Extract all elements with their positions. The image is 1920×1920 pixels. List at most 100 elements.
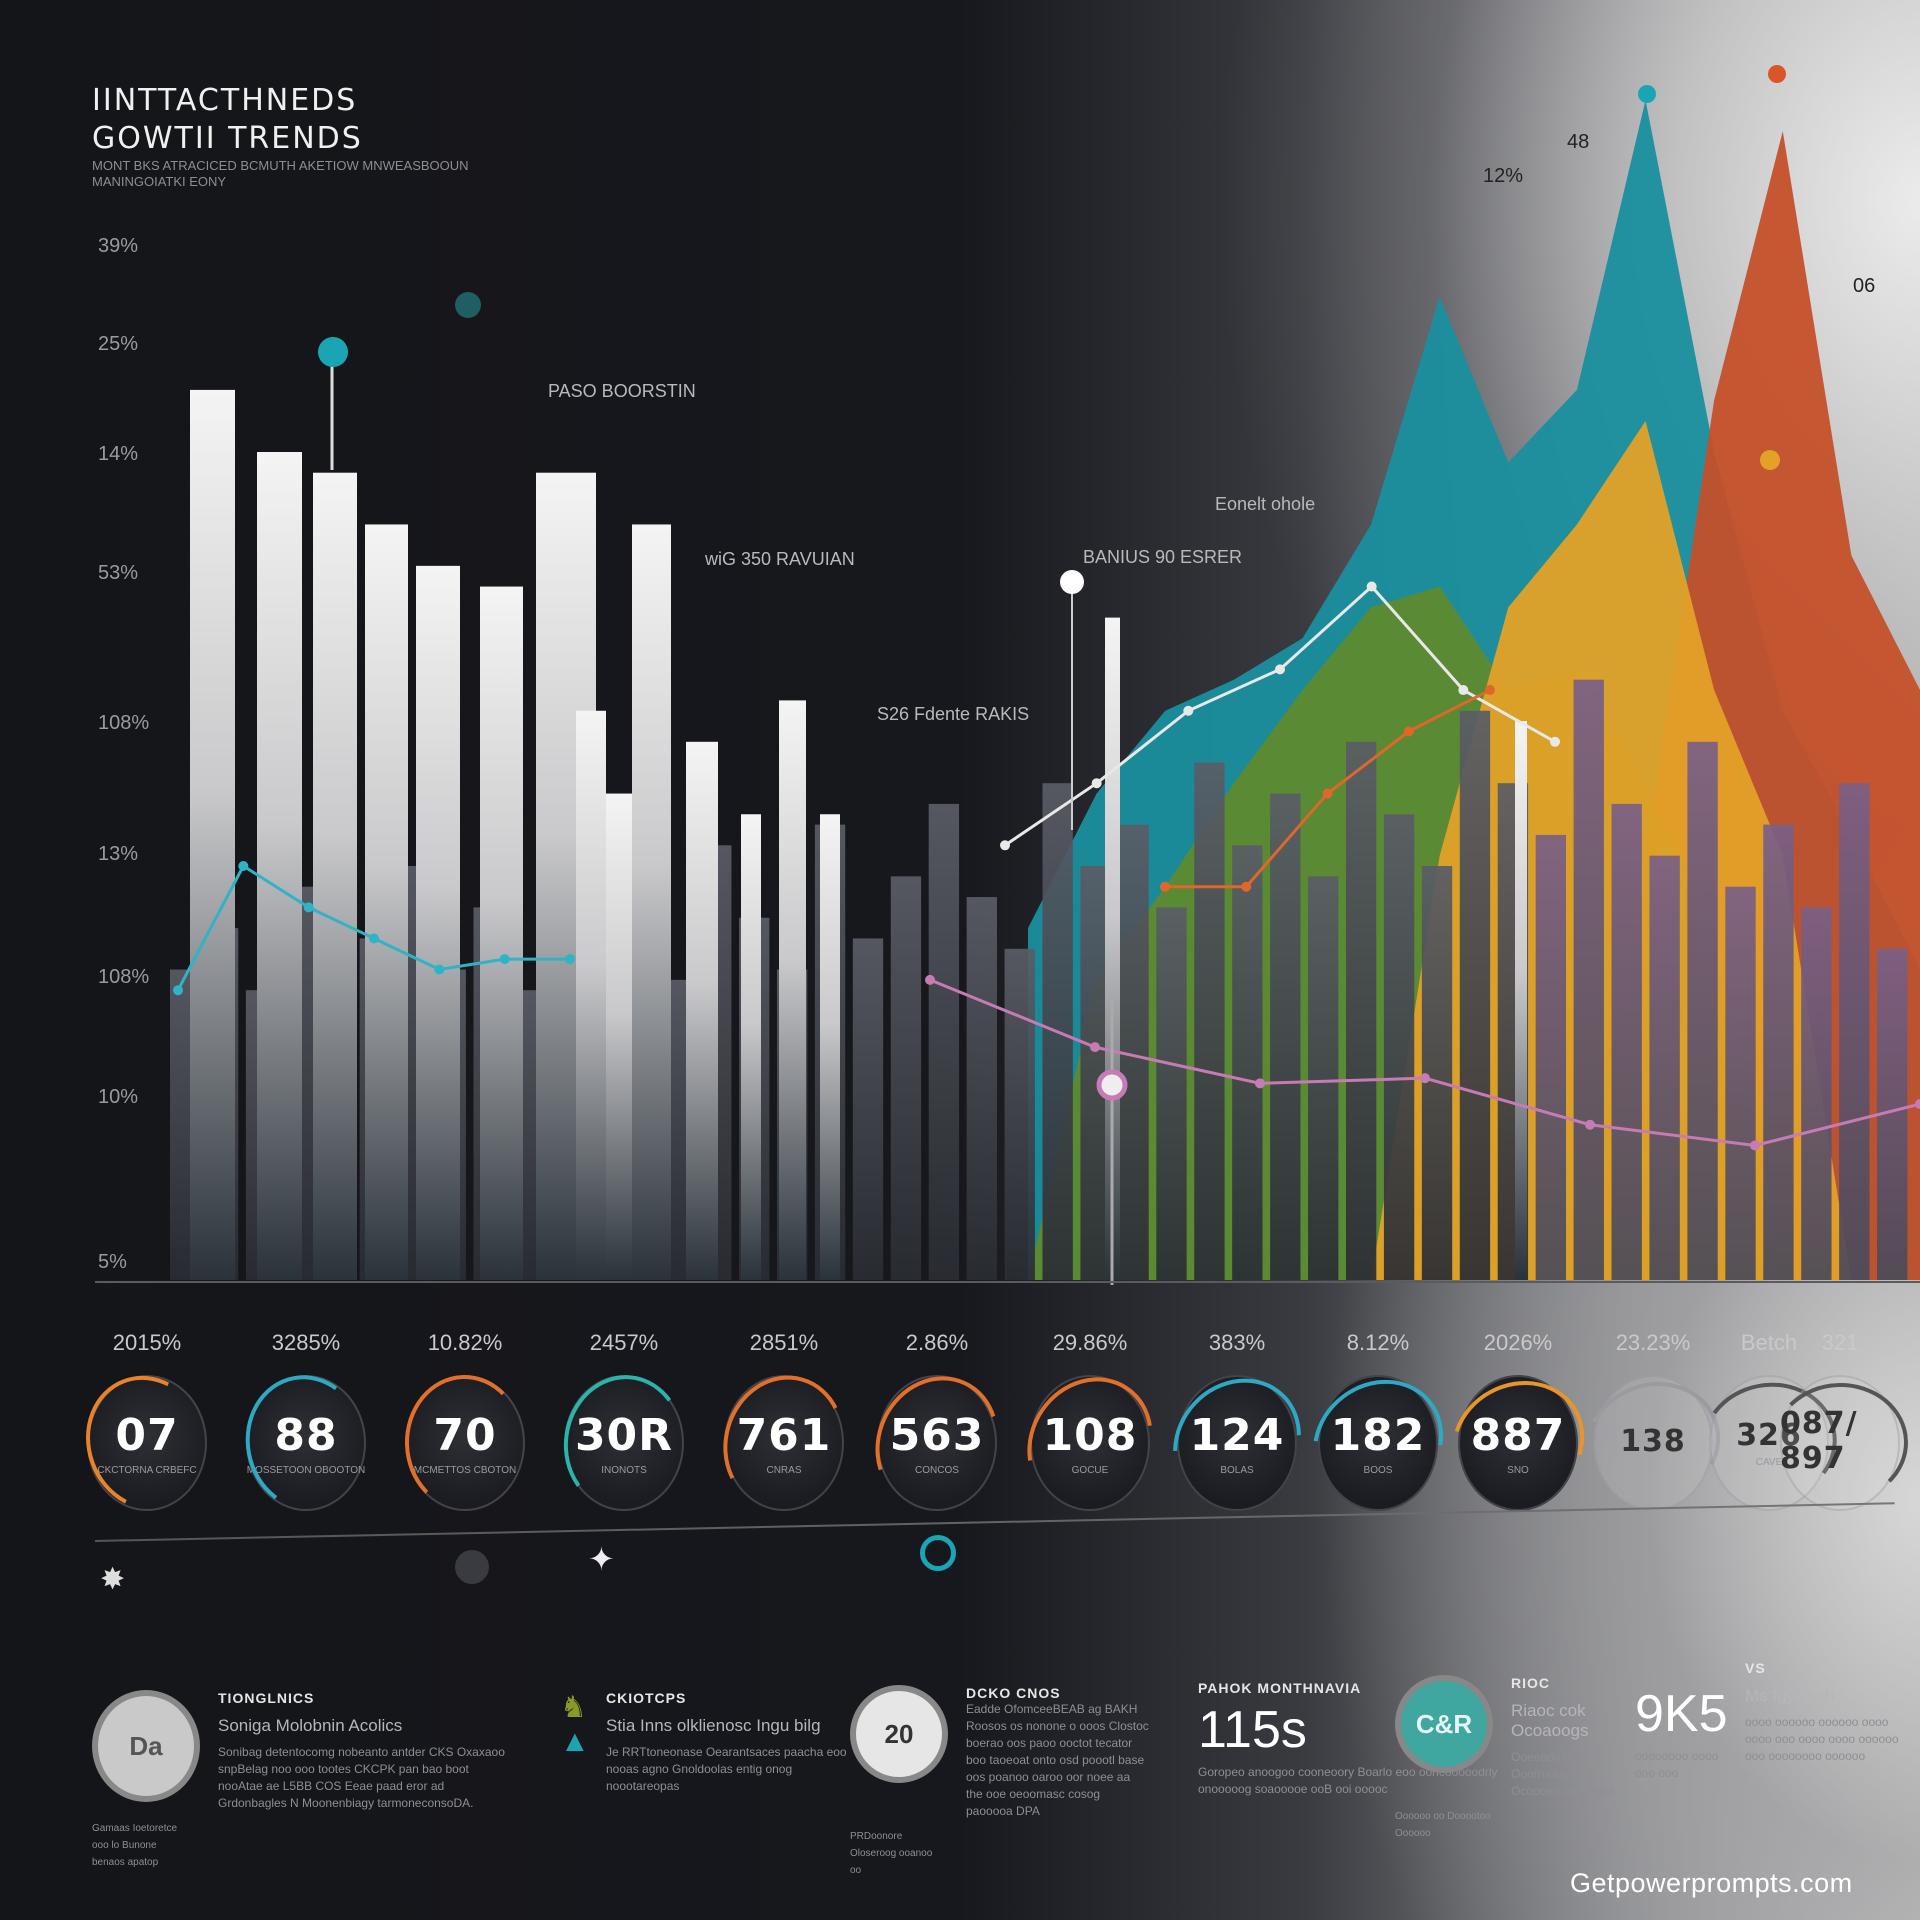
gauge: 108 GOCUE — [1002, 1353, 1178, 1533]
gauge-caption: INONOTS — [601, 1465, 647, 1476]
line-point — [1366, 581, 1377, 592]
gauge-value: 563 — [889, 1410, 985, 1461]
dark-bar — [928, 803, 960, 1280]
footer-panel: ♞ ▲ CKIOTCPS Stia Inns olklienosc Ingu bilg… — [560, 1690, 860, 1795]
dark-bar — [1459, 710, 1491, 1280]
y-tick-label: 108% — [98, 966, 149, 988]
footer-panel: VS Ms fgyclech oooo oooooo oooooo oooo ooo… — [1745, 1660, 1915, 1765]
chart-annotation: S26 Fdente RAKIS — [877, 704, 1029, 724]
dark-bar — [1763, 824, 1794, 1280]
dark-bar — [1232, 845, 1263, 1280]
gauge: 887 SNO — [1429, 1357, 1607, 1529]
line-point — [1458, 685, 1469, 696]
dark-bar — [1383, 814, 1415, 1280]
panel-note: PRDoonore Oloseroog ooanoo oo — [850, 1831, 933, 1876]
line-point — [1000, 840, 1010, 851]
gauge-value: 108 — [1042, 1410, 1138, 1461]
dark-bar — [1611, 803, 1642, 1280]
chart-annotation: Eonelt ohole — [1215, 494, 1315, 514]
panel-body: Sonibag detentocomg nobeanto antder CKS … — [218, 1745, 505, 1810]
gauge-value: 124 — [1189, 1410, 1285, 1461]
dark-bar — [1725, 886, 1756, 1280]
white-bar — [313, 472, 357, 1280]
panel-lead: Soniga Molobnin Acolics — [218, 1716, 403, 1735]
gauge-caption: BOOS — [1363, 1465, 1393, 1476]
gauge-percent: 23.23% — [1615, 1330, 1691, 1355]
chart-annotation: BANIUS 90 ESRER — [1083, 547, 1242, 567]
page-title: IINTTACTHNEDS GOWTII TRENDS — [92, 82, 363, 158]
line-point — [369, 933, 379, 944]
gauge: 124 BOLAS — [1146, 1352, 1328, 1534]
line-point — [1485, 685, 1495, 696]
gauge: 087/ 897 — [1769, 1375, 1911, 1511]
gauge-value: 88 — [274, 1410, 338, 1461]
chart-annotation: PASO BOORSTIN — [548, 381, 696, 401]
line-point — [1275, 664, 1285, 675]
panel-heading: PAHOK MONTHNAVIA — [1198, 1680, 1362, 1696]
chart-annotation: 48 — [1567, 131, 1589, 153]
panel-icon: Da — [92, 1690, 200, 1802]
line-point — [1241, 881, 1252, 892]
y-tick-label: 14% — [98, 443, 138, 465]
panel-body: Eadde OfomceeBEAB ag BAKH Roosos os nono… — [966, 1702, 1149, 1818]
white-bar — [632, 524, 671, 1280]
gauge-percent: Betch — [1740, 1330, 1798, 1355]
dark-bar — [1004, 948, 1035, 1280]
dark-bar — [1421, 866, 1453, 1280]
gauge-caption: CKCTORNA CRBEFC — [97, 1465, 197, 1476]
gauge-value: 30R — [574, 1410, 674, 1461]
line-point — [1255, 1078, 1265, 1089]
line-point — [1403, 726, 1414, 737]
gauge-value: 70 — [433, 1410, 497, 1461]
watermark: Getpowerprompts.com — [1570, 1868, 1853, 1898]
gauge-percent: 2457% — [589, 1330, 659, 1355]
white-bar — [1105, 617, 1120, 1280]
panel-lead: Stia Inns olklienosc Ingu bilg — [606, 1716, 821, 1735]
line-point — [238, 861, 249, 871]
gauge-percent: 2026% — [1483, 1330, 1553, 1355]
line-point — [1091, 778, 1102, 789]
white-bar — [190, 389, 235, 1280]
marker-dot — [1060, 570, 1084, 594]
gauge: 70 MCMETTOS CBOTON — [402, 1372, 528, 1514]
y-tick-label: 108% — [98, 712, 149, 734]
panel-body: oooooooo oooo ooo ooo — [1635, 1749, 1719, 1780]
dot-icon — [455, 1550, 489, 1584]
lock-icon: ▲ — [560, 1725, 590, 1758]
dark-bar — [1156, 907, 1187, 1280]
panel-lead: Ms fgyclech — [1745, 1686, 1835, 1705]
gauge: 182 BOOS — [1287, 1353, 1469, 1533]
line-point — [1090, 1042, 1100, 1053]
line-point — [1420, 1073, 1430, 1084]
gauge-percent: 2015% — [112, 1330, 182, 1355]
gauge-percent: 321 — [1821, 1330, 1859, 1355]
peak-dot — [1768, 65, 1786, 83]
panel-lead: Riaoc cok Ocoaoogs — [1511, 1701, 1589, 1740]
chart-annotation: 12% — [1483, 165, 1523, 187]
panel-heading: TIONGLNICS — [218, 1690, 315, 1706]
line-point — [303, 902, 314, 913]
target-icon — [920, 1535, 956, 1571]
gauge-percent: 10.82% — [427, 1330, 503, 1355]
gauge-value: 087/ 897 — [1780, 1406, 1858, 1476]
figure-icon: ♞ ▲ — [560, 1691, 590, 1758]
chart-annotation: wiG 350 RAVUIAN — [704, 549, 855, 569]
line-point — [499, 954, 510, 965]
line-point — [434, 964, 445, 975]
footer-panel: Da TIONGLNICS Soniga Molobnin Acolics Sonib… — [92, 1690, 512, 1871]
dark-bar — [1839, 783, 1870, 1280]
peak-dot — [1760, 450, 1780, 470]
line-point — [1322, 788, 1333, 799]
panel-note: Oooooo oo Dooootoo Oooooo — [1395, 1811, 1491, 1839]
y-tick-label: 39% — [98, 235, 138, 257]
white-bar — [257, 452, 302, 1280]
gauge-percent: 2851% — [749, 1330, 819, 1355]
dark-bar — [890, 876, 922, 1280]
gauge: 138 — [1568, 1363, 1738, 1523]
line-point — [1550, 736, 1560, 747]
gauge-percent: 3285% — [271, 1330, 341, 1355]
dark-bar — [1649, 855, 1680, 1280]
gauge-percent: 8.12% — [1346, 1330, 1410, 1355]
line-point — [925, 974, 935, 985]
gauge: 30R INONOTS — [556, 1368, 692, 1518]
